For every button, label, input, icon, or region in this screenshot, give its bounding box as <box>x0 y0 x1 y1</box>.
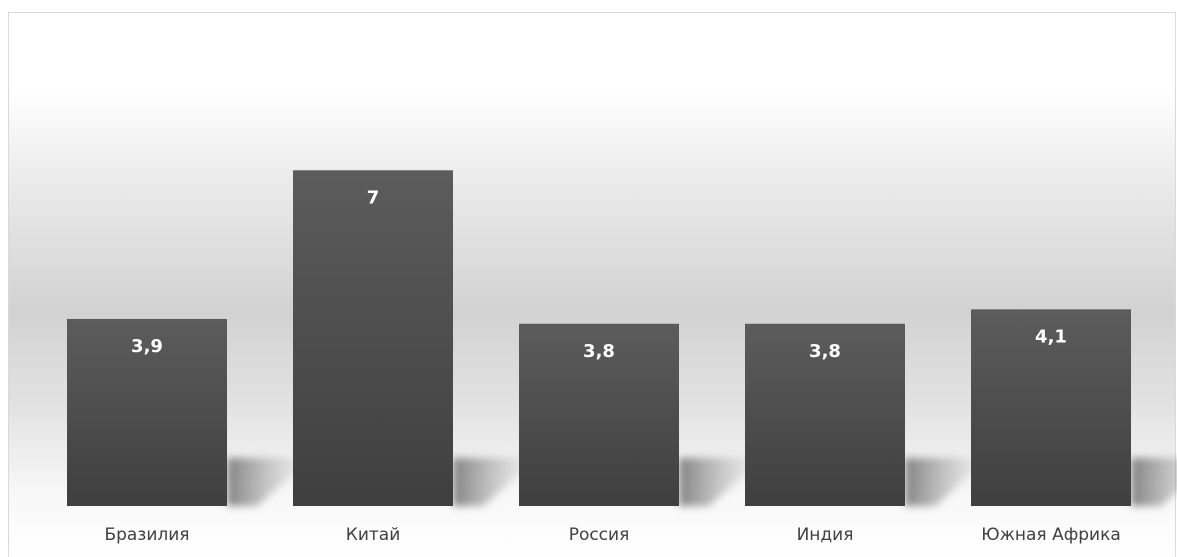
bar <box>67 318 227 506</box>
category-label: Китай <box>346 525 401 545</box>
bar-shadow <box>453 458 533 506</box>
bars <box>67 170 1131 507</box>
category-label: Южная Африка <box>981 525 1121 545</box>
bar-shadows <box>227 458 1177 506</box>
data-label: 3,8 <box>809 341 841 362</box>
bar-shadow <box>905 458 985 506</box>
bar-shadow <box>1131 458 1177 506</box>
data-label: 3,9 <box>131 336 163 357</box>
category-label: Бразилия <box>104 525 189 545</box>
bar-shadow <box>227 458 307 506</box>
data-label: 7 <box>367 187 380 208</box>
bar <box>745 323 905 506</box>
category-label: Индия <box>797 525 854 545</box>
bar <box>971 309 1131 506</box>
category-label: Россия <box>569 525 630 545</box>
category-axis-labels: Бразилия Китай Россия Индия Южная Африка <box>104 525 1120 545</box>
data-labels: 3,9 7 3,8 3,8 4,1 <box>131 187 1067 361</box>
data-label: 3,8 <box>583 341 615 362</box>
data-label: 4,1 <box>1035 326 1067 347</box>
bar <box>293 170 453 507</box>
bar-shadow <box>679 458 759 506</box>
bar <box>519 323 679 506</box>
